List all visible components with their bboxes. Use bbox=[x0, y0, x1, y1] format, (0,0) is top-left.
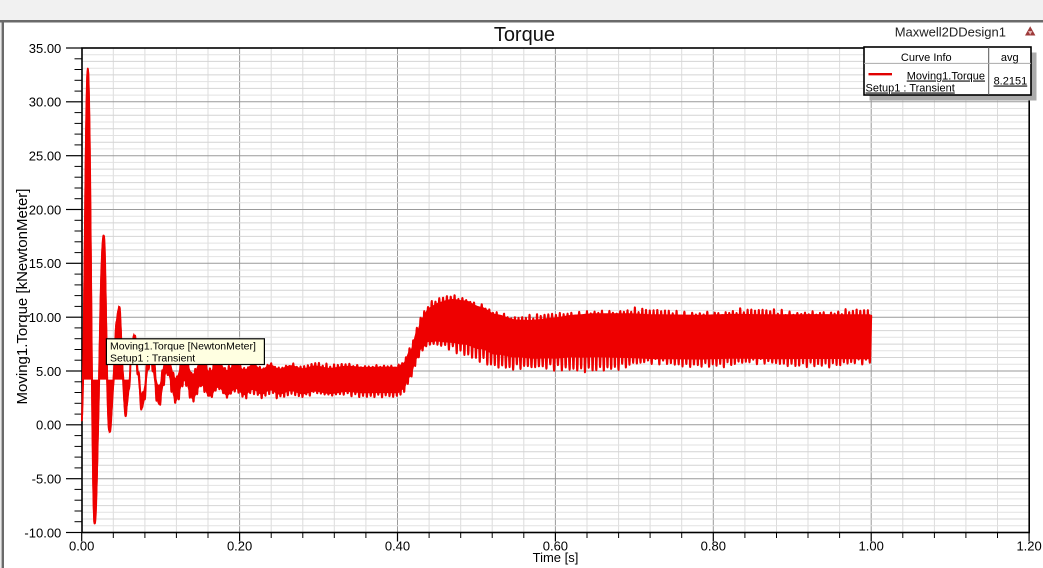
svg-text:1.20: 1.20 bbox=[1016, 538, 1041, 553]
svg-text:5.00: 5.00 bbox=[36, 364, 61, 379]
svg-text:Moving1.Torque: Moving1.Torque bbox=[907, 71, 985, 83]
svg-text:35.00: 35.00 bbox=[29, 41, 62, 56]
svg-text:1.00: 1.00 bbox=[859, 538, 884, 553]
svg-text:Setup1 : Transient: Setup1 : Transient bbox=[110, 352, 195, 364]
svg-text:20.00: 20.00 bbox=[29, 202, 62, 217]
svg-text:Moving1.Torque [NewtonMeter]: Moving1.Torque [NewtonMeter] bbox=[110, 340, 256, 352]
svg-text:avg: avg bbox=[1001, 52, 1019, 64]
svg-text:Maxwell2DDesign1: Maxwell2DDesign1 bbox=[895, 24, 1006, 39]
svg-text:0.20: 0.20 bbox=[227, 538, 252, 553]
svg-text:Torque: Torque bbox=[494, 24, 555, 46]
svg-text:25.00: 25.00 bbox=[29, 149, 62, 164]
svg-text:15.00: 15.00 bbox=[29, 256, 62, 271]
svg-text:Curve Info: Curve Info bbox=[901, 52, 952, 64]
svg-text:8.2151: 8.2151 bbox=[994, 76, 1028, 88]
svg-text:Moving1.Torque [kNewtonMeter]: Moving1.Torque [kNewtonMeter] bbox=[14, 189, 31, 405]
svg-text:0.00: 0.00 bbox=[69, 538, 94, 553]
svg-text:0.00: 0.00 bbox=[36, 418, 61, 433]
svg-text:-10.00: -10.00 bbox=[24, 525, 61, 540]
svg-text:0.60: 0.60 bbox=[543, 538, 568, 553]
svg-text:10.00: 10.00 bbox=[29, 310, 62, 325]
svg-text:-5.00: -5.00 bbox=[32, 472, 62, 487]
svg-text:Time [s]: Time [s] bbox=[533, 550, 579, 565]
svg-text:0.40: 0.40 bbox=[385, 538, 410, 553]
svg-text:30.00: 30.00 bbox=[29, 95, 62, 110]
svg-text:Setup1 : Transient: Setup1 : Transient bbox=[866, 83, 955, 95]
svg-text:0.80: 0.80 bbox=[701, 538, 726, 553]
